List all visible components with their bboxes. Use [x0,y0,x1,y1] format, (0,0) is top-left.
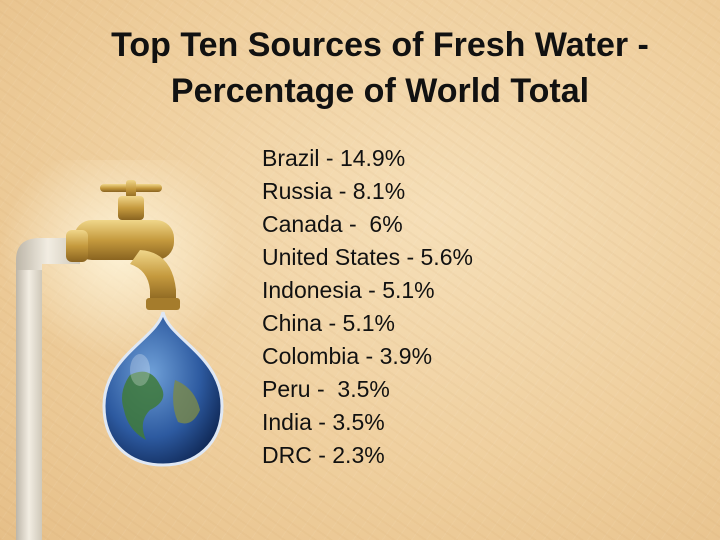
earth-drop-icon [102,311,224,467]
title-line-1: Top Ten Sources of Fresh Water - [111,26,649,64]
list-item: United States - 5.6% [262,244,473,270]
faucet-icon [66,180,180,310]
list-item: Brazil - 14.9% [262,145,406,171]
list-item: Peru - 3.5% [262,376,390,402]
list-item: Canada - 6% [262,211,403,237]
faucet-illustration [0,160,240,540]
slide-title: Top Ten Sources of Fresh Water - Percent… [0,22,720,114]
list-item: DRC - 2.3% [262,442,385,468]
pipe-elbow [16,238,80,270]
list-item: Indonesia - 5.1% [262,277,435,303]
list-item: Russia - 8.1% [262,178,406,204]
list-item: Colombia - 3.9% [262,343,433,369]
list-item: India - 3.5% [262,409,385,435]
title-line-2: Percentage of World Total [170,72,590,110]
wall-pipe [16,260,42,540]
fresh-water-list: Brazil - 14.9% Russia - 8.1% Canada - 6%… [262,142,473,472]
list-item: China - 5.1% [262,310,395,336]
